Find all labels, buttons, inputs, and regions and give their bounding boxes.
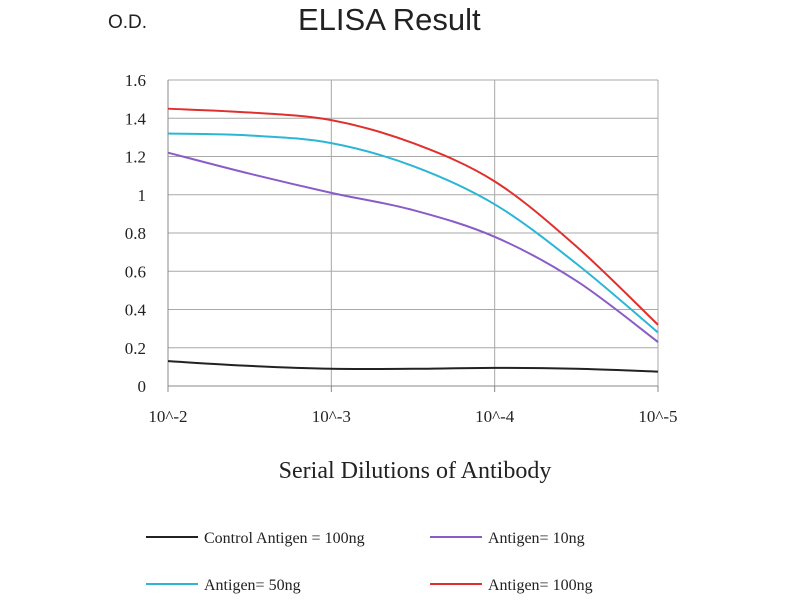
- x-tick-label: 10^-5: [638, 407, 677, 426]
- x-tick-label: 10^-4: [475, 407, 515, 426]
- y-tick-label: 1.4: [125, 109, 147, 128]
- series-line-0: [167, 360, 659, 373]
- series-line-1: [167, 151, 659, 343]
- y-tick-label: 0.6: [125, 262, 146, 281]
- legend-label: Control Antigen = 100ng: [204, 530, 365, 547]
- grid-lines: [168, 79, 659, 386]
- axes: [167, 80, 659, 392]
- y-tick-label: 0.4: [125, 301, 147, 320]
- x-tick-label: 10^-3: [312, 407, 351, 426]
- y-tick-labels: 0 0.2 0.4 0.6 0.8 1 1.2 1.4 1.6: [125, 71, 147, 396]
- x-axis-label: Serial Dilutions of Antibody: [278, 458, 552, 484]
- series-line-3: [167, 107, 659, 326]
- y-tick-label: 1.2: [125, 148, 146, 167]
- x-tick-labels: 10^-2 10^-3 10^-4 10^-5: [148, 407, 677, 426]
- y-tick-label: 0.2: [125, 339, 146, 358]
- legend-label: Antigen= 50ng: [204, 577, 301, 594]
- x-tick-label: 10^-2: [148, 407, 187, 426]
- y-tick-label: 0.8: [125, 224, 146, 243]
- legend: Control Antigen = 100ng Antigen= 10ng Anti…: [146, 530, 593, 594]
- legend-label: Antigen= 100ng: [488, 577, 593, 594]
- y-axis-label: O.D.: [108, 12, 148, 33]
- y-tick-label: 1.6: [125, 71, 146, 90]
- y-tick-label: 1: [138, 186, 147, 205]
- legend-label: Antigen= 10ng: [488, 530, 585, 547]
- chart-title: ELISA Result: [298, 2, 481, 37]
- series-lines: [167, 107, 659, 373]
- y-tick-label: 0: [138, 377, 147, 396]
- series-line-2: [167, 132, 659, 334]
